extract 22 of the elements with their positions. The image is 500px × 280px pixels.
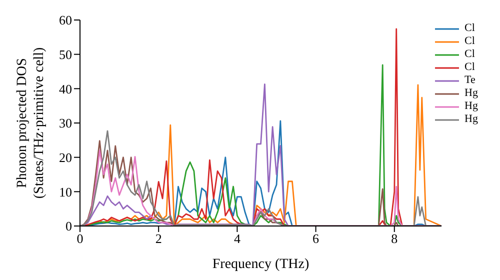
y-tick-label: 20 xyxy=(59,150,72,165)
x-tick-label: 6 xyxy=(312,231,320,246)
legend-label: Cl xyxy=(464,35,475,48)
legend-label: Hg xyxy=(464,113,478,126)
legend-label: Cl xyxy=(464,61,475,74)
x-tick-label: 8 xyxy=(391,231,398,246)
legend-label: Te xyxy=(464,74,476,87)
legend-label: Cl xyxy=(464,22,475,35)
legend-label: Hg xyxy=(464,100,478,113)
x-tick-label: 4 xyxy=(234,231,241,246)
y-axis-title: Phonon projected DOS (States/THz·primitive cell) xyxy=(15,47,47,199)
y-tick-label: 30 xyxy=(59,116,72,131)
y-tick-label: 50 xyxy=(59,46,72,62)
y-tick-label: 60 xyxy=(59,12,72,28)
legend-label: Cl xyxy=(464,48,475,61)
y-tick-label: 40 xyxy=(59,81,72,96)
y-tick-label: 0 xyxy=(66,218,72,234)
x-tick-label: 0 xyxy=(76,231,84,246)
legend-label: Hg xyxy=(464,87,478,100)
x-tick-label: 2 xyxy=(155,231,162,246)
x-axis-title: Frequency (THz) xyxy=(212,257,310,272)
y-tick-label: 10 xyxy=(59,184,72,200)
